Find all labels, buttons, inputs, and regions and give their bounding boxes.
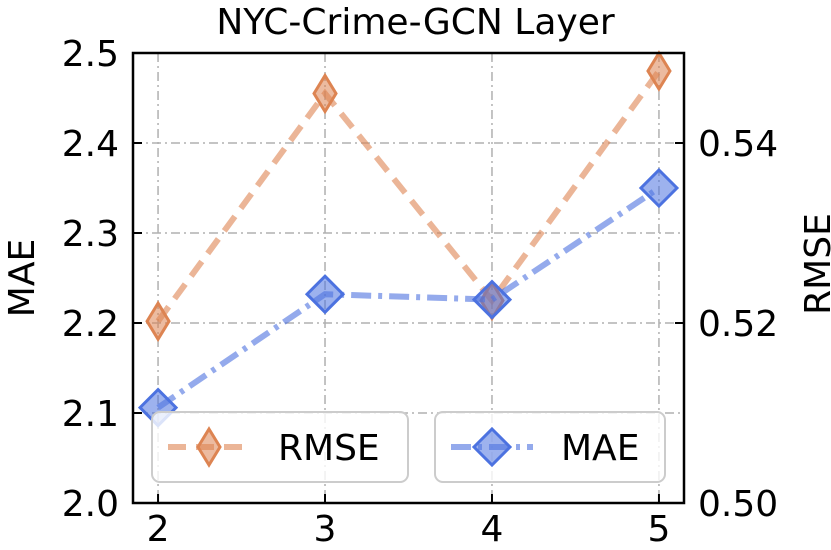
- y-tick-label-left: 2.3: [62, 214, 119, 255]
- y-tick-label-left: 2.0: [62, 484, 119, 525]
- series-line-rmse: [155, 69, 662, 323]
- plot-frame: [131, 51, 686, 505]
- y-tick-label-right: 0.50: [698, 484, 778, 525]
- series-line-mae: [156, 185, 661, 411]
- data-point-mae: [304, 274, 346, 315]
- x-axis-ticks: 2 3 4 5: [147, 494, 671, 550]
- y-tick-label-left: 2.2: [62, 304, 119, 345]
- legend-marker-rmse: [196, 426, 222, 468]
- series-group: [137, 50, 680, 428]
- legend: RMSE MAE: [151, 411, 666, 483]
- data-point-mae: [471, 279, 513, 320]
- legend-marker-mae: [471, 426, 513, 468]
- y-tick-label-left: 2.5: [62, 34, 119, 75]
- y-axis-label-left: MAE: [2, 239, 43, 317]
- y-tick-label-left: 2.1: [62, 394, 119, 435]
- x-tick-label: 3: [314, 509, 337, 550]
- y-axis-label-right: RMSE: [798, 213, 831, 315]
- data-point-mae: [638, 167, 680, 209]
- data-point-rmse: [145, 300, 171, 343]
- x-tick-label: 2: [147, 509, 170, 550]
- y-tick-label-left: 2.4: [62, 124, 119, 165]
- data-point-rmse: [312, 72, 338, 115]
- x-tick-label: 4: [481, 509, 504, 550]
- y-tick-label-right: 0.54: [698, 124, 778, 165]
- x-tick-label: 5: [648, 509, 671, 550]
- chart-title: NYC-Crime-GCN Layer: [216, 2, 615, 43]
- y-axis-left-ticks: 2.0 2.1 2.2 2.3 2.4 2.5: [62, 34, 142, 525]
- data-point-rmse: [646, 50, 672, 92]
- legend-label-mae: MAE: [561, 428, 639, 469]
- legend-label-rmse: RMSE: [278, 428, 380, 469]
- legend-box: [151, 411, 409, 483]
- y-axis-right-ticks: 0.50 0.52 0.54: [675, 124, 778, 525]
- y-tick-label-right: 0.52: [698, 304, 778, 345]
